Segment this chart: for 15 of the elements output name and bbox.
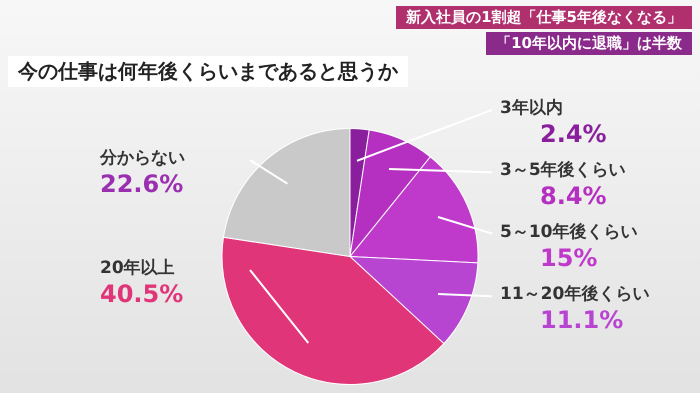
text: 「10年以内に退職」は半数 — [486, 32, 692, 55]
chart-title: 今の仕事は何年後くらいまであると思うか — [8, 56, 408, 87]
data-label: 8.4% — [540, 182, 607, 210]
slice-label: 11～20年後くらい — [500, 284, 650, 304]
slice-label: 20年以上 — [100, 258, 175, 278]
slice-label: 3年以内 — [500, 98, 563, 118]
data-label: 11.1% — [540, 306, 624, 334]
data-label: 15% — [540, 244, 598, 272]
slice-label: 5～10年後くらい — [500, 222, 638, 242]
data-label: 40.5% — [100, 280, 184, 308]
data-label: 2.4% — [540, 120, 607, 148]
text: 新入社員の1割超「仕事5年後なくなる」 — [396, 6, 692, 29]
slice-label: 分からない — [99, 148, 185, 168]
data-label: 22.6% — [100, 170, 184, 198]
slice-label: 3～5年後くらい — [500, 160, 626, 180]
